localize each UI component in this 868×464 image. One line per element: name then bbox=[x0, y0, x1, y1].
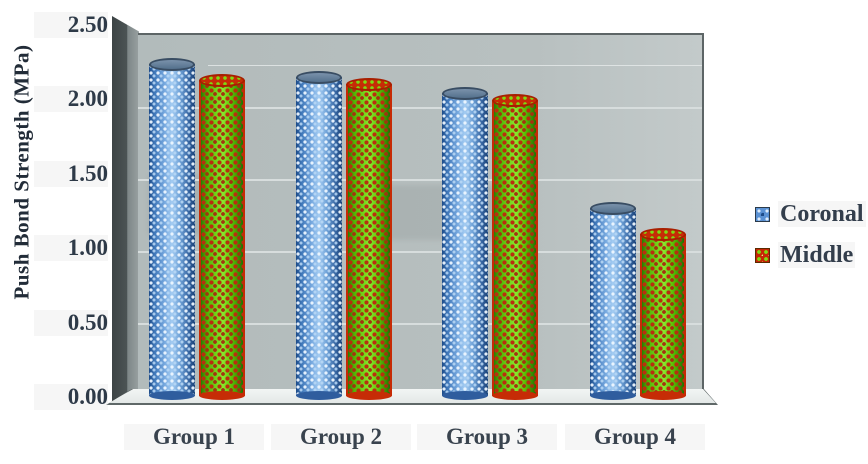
y-tick-label-2.00: 2.00 bbox=[34, 86, 108, 112]
gridline-1.00 bbox=[138, 251, 702, 253]
cylinder-cap bbox=[346, 78, 392, 91]
cylinder-cap bbox=[149, 58, 195, 71]
gridline-1.50 bbox=[138, 179, 702, 181]
legend-label-coronal: Coronal bbox=[778, 201, 866, 227]
cylinder-body bbox=[149, 64, 195, 396]
bar-middle-group-4 bbox=[640, 228, 686, 400]
cylinder-bottom bbox=[640, 391, 686, 400]
cylinder-body bbox=[346, 84, 392, 396]
x-axis-label-group-1: Group 1 bbox=[124, 424, 264, 450]
cylinder-cap bbox=[296, 71, 342, 84]
y-axis-title: Push Bond Strength (MPa) bbox=[9, 44, 34, 300]
floor-3d bbox=[106, 389, 718, 405]
cylinder-cap bbox=[492, 94, 538, 107]
y-tick-label-2.50: 2.50 bbox=[34, 12, 108, 38]
cylinder-bottom bbox=[199, 391, 245, 400]
cylinder-bottom bbox=[442, 391, 488, 400]
cylinder-cap bbox=[640, 228, 686, 241]
cylinder-body bbox=[199, 80, 245, 396]
x-axis-label-group-4: Group 4 bbox=[565, 424, 705, 450]
x-axis-label-group-3: Group 3 bbox=[417, 424, 557, 450]
cylinder-body bbox=[296, 77, 342, 396]
y-tick-label-0.00: 0.00 bbox=[34, 384, 108, 410]
cylinder-cap bbox=[590, 202, 636, 215]
cylinder-bottom bbox=[296, 391, 342, 400]
bar-coronal-group-3 bbox=[442, 87, 488, 400]
cylinder-bottom bbox=[492, 391, 538, 400]
cylinder-body bbox=[492, 100, 538, 396]
bar-middle-group-3 bbox=[492, 94, 538, 400]
bar-middle-group-1 bbox=[199, 74, 245, 400]
cylinder-body bbox=[442, 93, 488, 396]
scan-artifact-line bbox=[208, 65, 702, 66]
bar-coronal-group-4 bbox=[590, 202, 636, 400]
cylinder-bottom bbox=[149, 391, 195, 400]
floor-surface bbox=[108, 389, 716, 403]
legend-label-middle: Middle bbox=[778, 242, 856, 268]
cylinder-body bbox=[590, 208, 636, 396]
gridline-2.00 bbox=[138, 107, 702, 109]
gridline-0.50 bbox=[138, 323, 702, 325]
bar-coronal-group-1 bbox=[149, 58, 195, 400]
cylinder-cap bbox=[442, 87, 488, 100]
bar-middle-group-2 bbox=[346, 78, 392, 400]
cylinder-cap bbox=[199, 74, 245, 87]
left-wall-3d bbox=[112, 16, 139, 404]
y-tick-label-1.00: 1.00 bbox=[34, 235, 108, 261]
cylinder-bottom bbox=[346, 391, 392, 400]
legend-swatch-middle bbox=[755, 247, 770, 263]
legend-item-coronal: Coronal bbox=[755, 201, 866, 227]
x-axis-label-group-2: Group 2 bbox=[271, 424, 411, 450]
bar-coronal-group-2 bbox=[296, 71, 342, 400]
y-tick-label-0.50: 0.50 bbox=[34, 310, 108, 336]
y-tick-label-1.50: 1.50 bbox=[34, 161, 108, 187]
legend-swatch-coronal bbox=[755, 206, 770, 222]
cylinder-body bbox=[640, 234, 686, 396]
legend-item-middle: Middle bbox=[755, 242, 856, 268]
cylinder-bottom bbox=[590, 391, 636, 400]
